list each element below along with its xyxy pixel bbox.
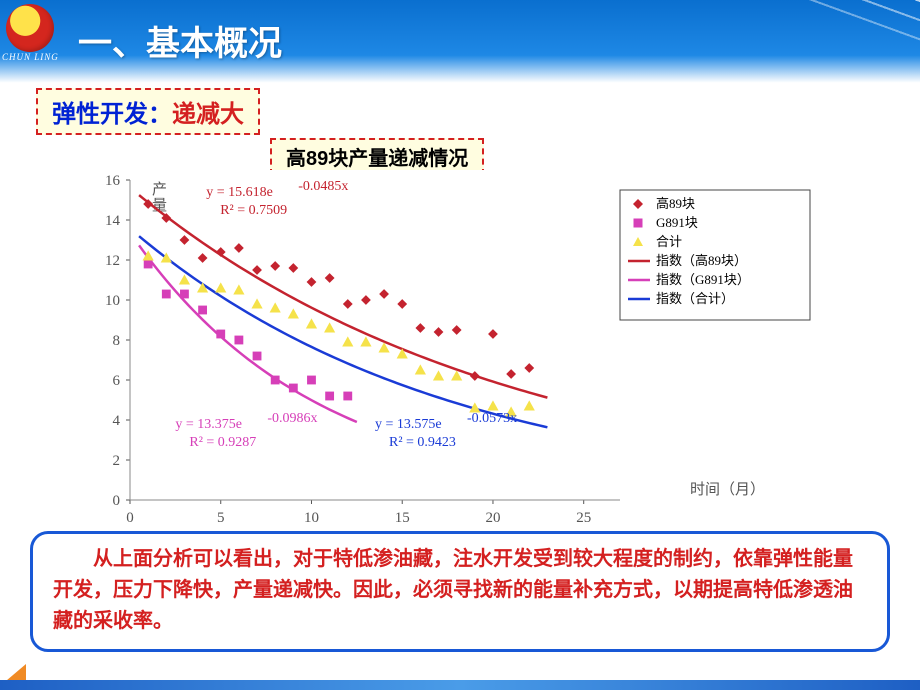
svg-text:R² = 0.9287: R² = 0.9287 (189, 435, 256, 450)
svg-text:指数（合计）: 指数（合计） (656, 291, 734, 306)
footer-bar (0, 680, 920, 690)
svg-text:合计: 合计 (656, 234, 682, 249)
svg-text:15: 15 (395, 510, 410, 526)
svg-text:高89块: 高89块 (656, 196, 695, 211)
svg-text:6: 6 (113, 373, 121, 389)
logo-text: CHUN LING (2, 52, 59, 62)
svg-text:时间（月）: 时间（月） (690, 481, 765, 498)
subtitle-box: 弹性开发：递减大 (36, 88, 260, 135)
svg-text:-0.0986x: -0.0986x (267, 411, 317, 426)
svg-text:R² = 0.7509: R² = 0.7509 (220, 203, 287, 218)
subtitle-right: 递减大 (172, 101, 244, 128)
svg-text:2: 2 (113, 453, 121, 469)
svg-text:-0.0573x: -0.0573x (467, 411, 517, 426)
header-decoration (540, 0, 920, 110)
svg-text:16: 16 (105, 173, 121, 189)
svg-text:8: 8 (113, 333, 121, 349)
svg-text:G891块: G891块 (656, 215, 698, 230)
svg-text:指数（高89块）: 指数（高89块） (656, 253, 747, 268)
svg-text:12: 12 (105, 253, 120, 269)
svg-text:-0.0485x: -0.0485x (298, 179, 348, 194)
svg-text:y = 13.575e: y = 13.575e (375, 417, 442, 432)
svg-text:y = 15.618e: y = 15.618e (206, 185, 273, 200)
svg-text:4: 4 (113, 413, 121, 429)
svg-text:0: 0 (126, 510, 134, 526)
decline-chart: 02468101214160510152025产量时间（月）y = 15.618… (60, 170, 880, 540)
svg-text:y = 13.375e: y = 13.375e (175, 417, 242, 432)
svg-text:14: 14 (105, 213, 121, 229)
page-title: 一、基本概况 (78, 16, 282, 65)
conclusion-text: 从上面分析可以看出，对于特低渗油藏，注水开发受到较大程度的制约，依靠弹性能量开发… (30, 531, 890, 652)
svg-text:20: 20 (485, 510, 500, 526)
subtitle-left: 弹性开发： (52, 101, 172, 128)
svg-text:5: 5 (217, 510, 225, 526)
svg-text:指数（G891块）: 指数（G891块） (656, 272, 750, 287)
svg-text:25: 25 (576, 510, 591, 526)
svg-text:10: 10 (105, 293, 120, 309)
logo-icon (6, 4, 54, 52)
svg-text:0: 0 (113, 493, 121, 509)
svg-text:R² = 0.9423: R² = 0.9423 (389, 435, 456, 450)
svg-text:产: 产 (152, 181, 167, 198)
svg-text:10: 10 (304, 510, 319, 526)
